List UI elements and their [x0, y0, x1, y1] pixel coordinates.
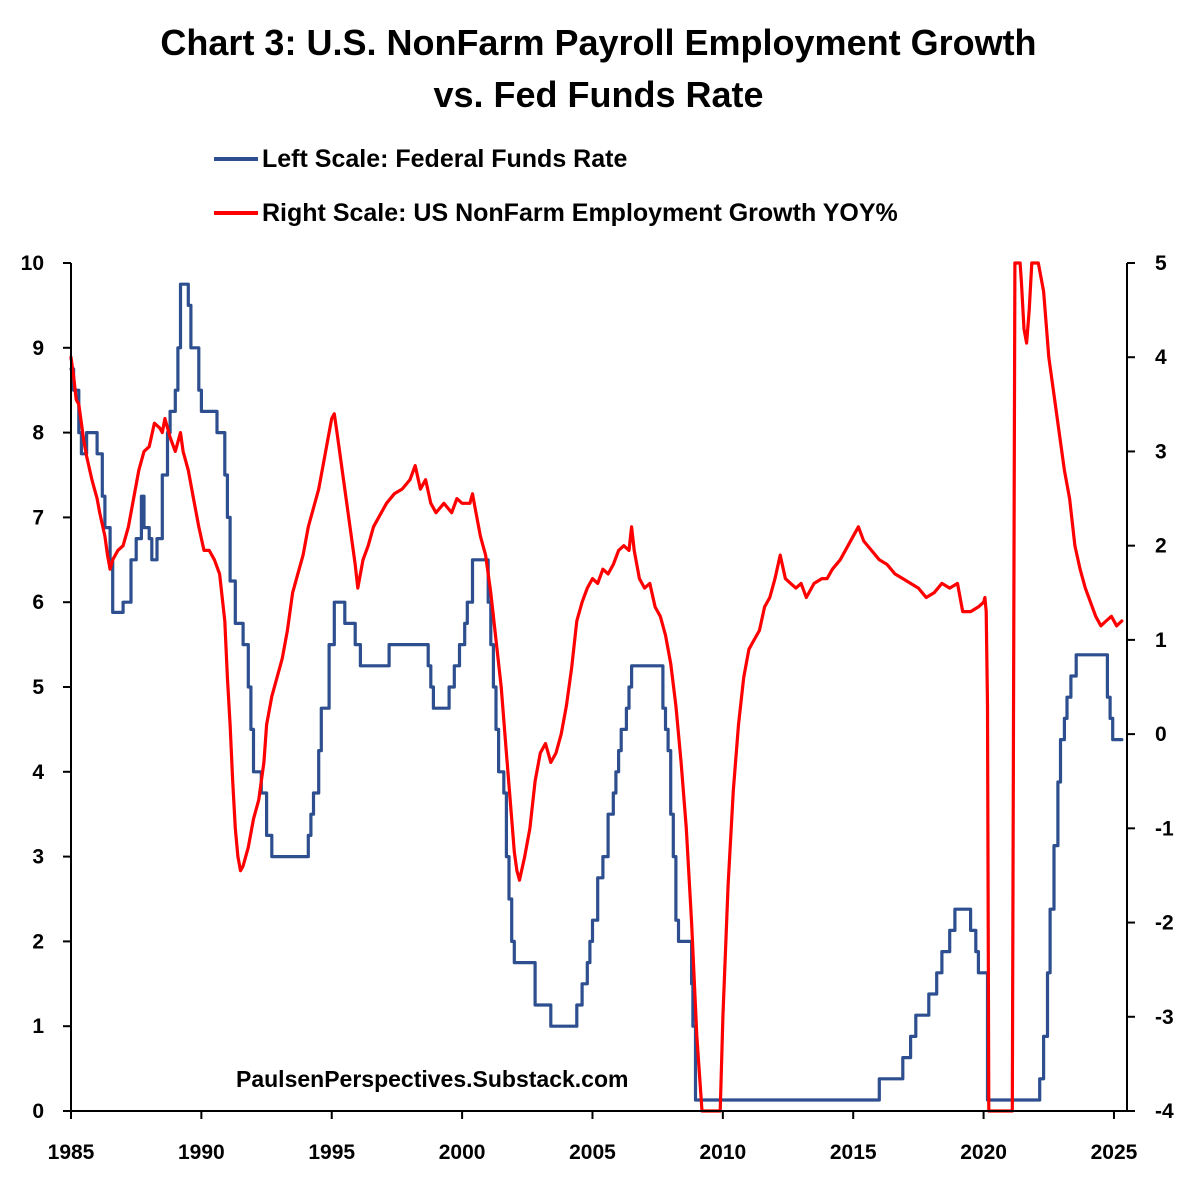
- series-layer: [69, 261, 1124, 1113]
- fed-funds-rate-line: [69, 282, 1124, 1102]
- left-tick-label: 7: [32, 506, 44, 529]
- x-tick-label: 1995: [308, 1141, 355, 1164]
- right-tick-label: -1: [1155, 817, 1174, 840]
- x-tick-label: 2020: [960, 1141, 1007, 1164]
- x-tick-label: 2000: [439, 1141, 486, 1164]
- left-tick-label: 0: [32, 1100, 44, 1123]
- right-tick-label: 4: [1155, 346, 1167, 369]
- legend-label-fed-funds: Left Scale: Federal Funds Rate: [262, 144, 628, 173]
- legend-swatch-fed-funds: [214, 157, 258, 161]
- left-tick-label: 8: [32, 422, 44, 445]
- left-tick-label: 2: [32, 930, 44, 953]
- x-tick-label: 1985: [48, 1141, 95, 1164]
- chart-title-line-1: Chart 3: U.S. NonFarm Payroll Employment…: [160, 22, 1037, 63]
- right-tick-label: -3: [1155, 1006, 1174, 1029]
- x-tick-label: 2005: [569, 1141, 616, 1164]
- left-tick-label: 9: [32, 337, 44, 360]
- right-tick-label: -4: [1155, 1100, 1174, 1123]
- x-tick-label: 2010: [699, 1141, 746, 1164]
- right-tick-label: 5: [1155, 252, 1167, 275]
- chart-title-line-2: vs. Fed Funds Rate: [433, 74, 764, 115]
- x-tick-label: 2015: [830, 1141, 877, 1164]
- left-tick-label: 6: [32, 591, 44, 614]
- right-tick-label: -2: [1155, 912, 1174, 935]
- right-tick-label: 3: [1155, 440, 1167, 463]
- legend-swatch-employment: [214, 211, 258, 215]
- legend-item-fed-funds: Left Scale: Federal Funds Rate: [214, 144, 627, 174]
- right-tick-label: 2: [1155, 535, 1167, 558]
- watermark-text: PaulsenPerspectives.Substack.com: [236, 1066, 628, 1092]
- left-tick-label: 10: [21, 252, 44, 275]
- legend-item-employment: Right Scale: US NonFarm Employment Growt…: [214, 198, 898, 228]
- employment-growth-line: [69, 261, 1124, 1113]
- legend-label-employment: Right Scale: US NonFarm Employment Growt…: [262, 198, 898, 227]
- left-tick-label: 5: [32, 676, 44, 699]
- right-tick-label: 0: [1155, 723, 1167, 746]
- right-tick-label: 1: [1155, 629, 1167, 652]
- axis-layer: 0 1 2 3 4 5 6 7 8 9 10 -4 -3 -2 -1 0 1 2 3 4 5 1985 1990 1995 20…: [21, 252, 1174, 1164]
- left-tick-label: 3: [32, 846, 44, 869]
- left-tick-label: 4: [32, 761, 44, 784]
- left-tick-label: 1: [32, 1015, 44, 1038]
- x-tick-label: 1990: [178, 1141, 225, 1164]
- x-tick-label: 2025: [1091, 1141, 1138, 1164]
